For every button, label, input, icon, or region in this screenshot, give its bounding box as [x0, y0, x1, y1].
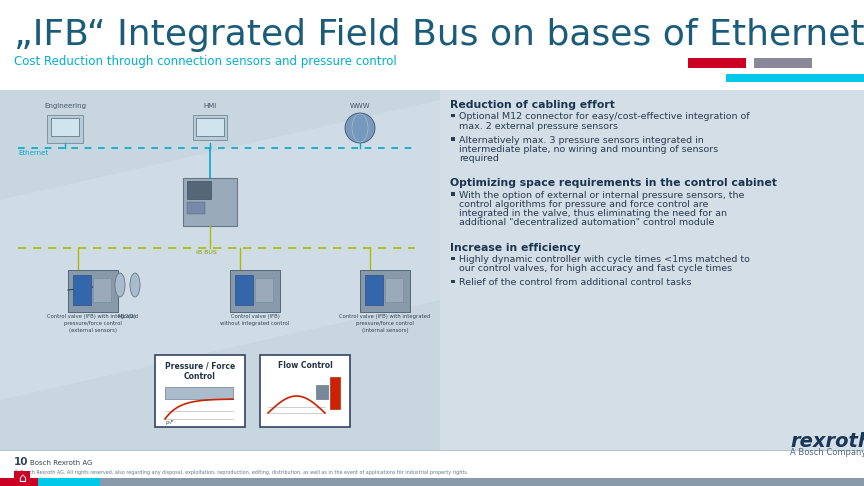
Bar: [255, 278, 273, 302]
Text: A Bosch Company: A Bosch Company: [790, 448, 864, 457]
Bar: [68, 270, 118, 312]
Text: pressure/force control: pressure/force control: [64, 321, 122, 326]
Text: Control valve (IFB) with integrated: Control valve (IFB) with integrated: [48, 314, 138, 319]
Text: Control valve (IFB) with integrated: Control valve (IFB) with integrated: [340, 314, 430, 319]
Polygon shape: [0, 100, 440, 400]
Text: Engineering: Engineering: [44, 103, 86, 109]
Text: Optional M12 connector for easy/cost-effective integration of: Optional M12 connector for easy/cost-eff…: [459, 112, 750, 122]
Text: Relief of the control from additional control tasks: Relief of the control from additional co…: [459, 278, 691, 287]
Bar: [0, 450, 864, 486]
Bar: [183, 178, 237, 226]
Text: Alternatively max. 3 pressure sensors integrated in: Alternatively max. 3 pressure sensors in…: [459, 136, 704, 145]
Bar: [196, 118, 224, 136]
Bar: [187, 202, 205, 214]
Text: p·F: p·F: [165, 420, 174, 425]
Bar: [451, 257, 454, 260]
Text: Ethernet: Ethernet: [18, 150, 48, 156]
Bar: [440, 90, 864, 450]
Bar: [47, 115, 83, 143]
Text: rexroth: rexroth: [790, 432, 864, 451]
Bar: [451, 114, 454, 118]
Bar: [451, 138, 454, 141]
Bar: [316, 385, 328, 399]
Text: without integrated control: without integrated control: [220, 321, 289, 326]
Text: intermediate plate, no wiring and mounting of sensors: intermediate plate, no wiring and mounti…: [459, 145, 718, 154]
Text: pressure/force control: pressure/force control: [356, 321, 414, 326]
Bar: [193, 115, 227, 140]
Ellipse shape: [130, 273, 140, 297]
Bar: [0, 478, 864, 486]
Text: Control valve (IFB): Control valve (IFB): [231, 314, 279, 319]
Text: Pressure / Force
Control: Pressure / Force Control: [165, 361, 235, 381]
Text: © Bosch Rexroth AG. All rights reserved, also regarding any disposal, exploitati: © Bosch Rexroth AG. All rights reserved,…: [14, 469, 468, 475]
Text: M12(2): M12(2): [118, 314, 137, 319]
Bar: [360, 270, 410, 312]
Bar: [100, 478, 864, 486]
Text: Increase in efficiency: Increase in efficiency: [450, 243, 581, 253]
Text: our control valves, for high accuracy and fast cycle times: our control valves, for high accuracy an…: [459, 264, 732, 273]
Bar: [451, 192, 454, 196]
Text: Cost Reduction through connection sensors and pressure control: Cost Reduction through connection sensor…: [14, 55, 397, 68]
Bar: [155, 355, 245, 427]
Bar: [726, 74, 864, 82]
Bar: [235, 275, 253, 305]
Bar: [14, 471, 30, 485]
Text: With the option of external or internal pressure sensors, the: With the option of external or internal …: [459, 191, 745, 200]
Bar: [330, 377, 340, 409]
Text: (internal sensors): (internal sensors): [362, 328, 409, 333]
Text: additional "decentralized automation" control module: additional "decentralized automation" co…: [459, 218, 715, 227]
Text: Flow Control: Flow Control: [277, 361, 333, 370]
Bar: [688, 58, 746, 68]
Text: required: required: [459, 154, 499, 163]
Bar: [187, 181, 211, 199]
Bar: [754, 58, 812, 68]
Text: Highly dynamic controller with cycle times <1ms matched to: Highly dynamic controller with cycle tim…: [459, 255, 750, 264]
Bar: [230, 270, 280, 312]
Bar: [260, 355, 350, 427]
Bar: [51, 118, 79, 136]
Text: max. 2 external pressure sensors: max. 2 external pressure sensors: [459, 122, 618, 131]
Bar: [93, 278, 111, 302]
Text: „IFB“ Integrated Field Bus on bases of Ethernet technology: „IFB“ Integrated Field Bus on bases of E…: [14, 18, 864, 52]
Circle shape: [345, 113, 375, 143]
Text: IB BUS: IB BUS: [196, 250, 217, 255]
Text: Bosch Rexroth AG: Bosch Rexroth AG: [30, 460, 92, 466]
Bar: [73, 275, 91, 305]
Text: ⌂: ⌂: [18, 471, 26, 485]
Text: control algorithms for pressure and force control are: control algorithms for pressure and forc…: [459, 200, 708, 209]
Bar: [385, 278, 403, 302]
Bar: [0, 478, 38, 486]
Bar: [451, 280, 454, 283]
Text: Optimizing space requirements in the control cabinet: Optimizing space requirements in the con…: [450, 178, 777, 189]
Text: (external sensors): (external sensors): [69, 328, 117, 333]
Bar: [0, 0, 864, 90]
Text: integrated in the valve, thus eliminating the need for an: integrated in the valve, thus eliminatin…: [459, 209, 727, 218]
Bar: [365, 275, 383, 305]
Bar: [165, 387, 233, 399]
Text: HMI: HMI: [203, 103, 217, 109]
Text: Reduction of cabling effort: Reduction of cabling effort: [450, 100, 615, 110]
Ellipse shape: [115, 273, 125, 297]
Text: WWW: WWW: [350, 103, 371, 109]
Text: 10: 10: [14, 457, 29, 467]
